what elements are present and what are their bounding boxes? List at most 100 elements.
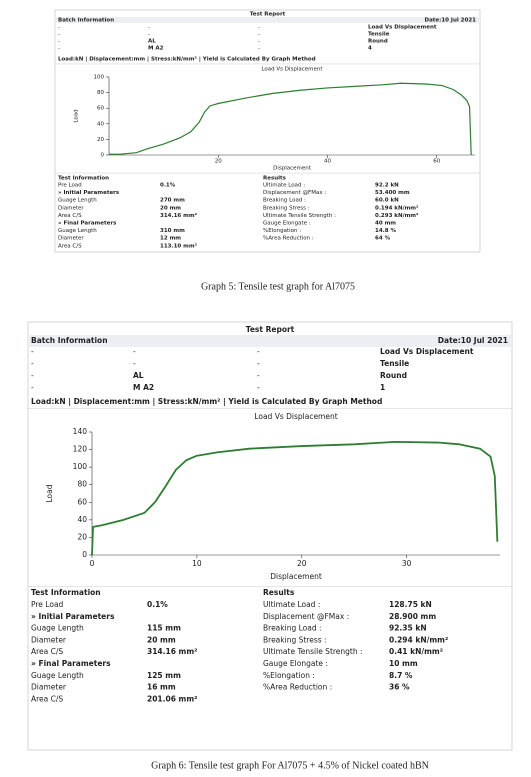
info-value: 113.10 mm² xyxy=(160,242,198,249)
batch-cell: Round xyxy=(368,39,388,45)
y-tick-label: 20 xyxy=(97,137,104,143)
result-label: Breaking Stress : xyxy=(263,205,310,211)
batch-cell: - xyxy=(133,347,136,356)
result-label: Displacement @FMax : xyxy=(263,612,349,621)
info-label-cell: Area C/S xyxy=(58,243,82,249)
y-tick-label: 40 xyxy=(97,121,104,127)
info-label-cell: Pre Load xyxy=(58,183,82,189)
batch-cell: - xyxy=(257,383,260,392)
batch-cell: M A2 xyxy=(133,383,154,392)
info-label-cell: » Final Parameters xyxy=(58,221,117,227)
result-value: 0.194 kN/mm² xyxy=(375,204,419,211)
result-value: 92.35 kN xyxy=(389,624,427,633)
results-label: Results xyxy=(263,176,287,182)
result-label: %Area Reduction : xyxy=(263,236,314,242)
info-value: 314.16 mm² xyxy=(147,647,197,656)
y-tick-label: 60 xyxy=(77,497,87,506)
info-label: Test Information xyxy=(31,588,101,597)
info-value: 20 mm xyxy=(147,635,176,644)
y-tick-label: 80 xyxy=(97,90,104,96)
batch-cell: - xyxy=(148,32,150,38)
y-tick-label: 80 xyxy=(77,480,87,489)
result-label: Ultimate Load : xyxy=(263,600,320,609)
result-value: 60.0 kN xyxy=(375,198,399,204)
info-value: 115 mm xyxy=(147,624,181,633)
info-value: 125 mm xyxy=(147,671,181,680)
y-tick-label: 60 xyxy=(97,106,104,112)
load-curve xyxy=(91,440,499,556)
batch-label: Batch Information xyxy=(58,18,114,24)
x-tick-label: 30 xyxy=(402,559,412,568)
result-label: %Elongation : xyxy=(263,228,301,234)
info-value: 20 mm xyxy=(160,205,181,211)
result-value: 0.293 kN/mm² xyxy=(375,212,419,219)
x-tick-label: 40 xyxy=(324,159,331,165)
info-label-cell: Guage Length xyxy=(31,671,84,680)
batch-cell: - xyxy=(133,359,136,368)
batch-cell: - xyxy=(31,359,34,368)
result-label: Breaking Load : xyxy=(263,198,306,204)
info-label-cell: Diameter xyxy=(31,683,67,692)
result-value: 53.400 mm xyxy=(375,190,410,196)
batch-cell: - xyxy=(258,46,260,52)
batch-cell: Round xyxy=(380,371,407,380)
x-tick-label: 10 xyxy=(192,559,202,568)
batch-cell: - xyxy=(258,39,260,45)
batch-cell: - xyxy=(258,25,260,31)
info-value: 270 mm xyxy=(160,198,185,204)
batch-cell: - xyxy=(58,39,60,45)
info-label-cell: Area C/S xyxy=(31,647,63,656)
y-tick-label: 100 xyxy=(94,75,105,81)
caption: Graph 6: Tensile test graph For Al7075 +… xyxy=(151,760,429,771)
batch-cell: - xyxy=(257,371,260,380)
info-label-cell: Pre Load xyxy=(31,600,64,609)
batch-cell: - xyxy=(258,32,260,38)
load-curve xyxy=(109,82,472,156)
result-label: Displacement @FMax : xyxy=(263,190,326,196)
batch-cell: 1 xyxy=(380,383,385,392)
batch-cell: M A2 xyxy=(148,46,164,52)
x-tick-label: 20 xyxy=(215,159,222,165)
result-label: Ultimate Tensile Strength : xyxy=(263,213,336,219)
report-title: Test Report xyxy=(250,12,286,18)
batch-cell: Tensile xyxy=(368,32,390,38)
result-value: 0.41 kN/mm² xyxy=(389,647,443,656)
info-label-cell: Area C/S xyxy=(58,213,82,219)
y-tick-label: 40 xyxy=(77,515,87,524)
y-axis-label: Load xyxy=(74,109,80,122)
result-label: Ultimate Load : xyxy=(263,183,305,189)
info-label-cell: Guage Length xyxy=(58,198,97,204)
y-tick-label: 20 xyxy=(77,532,87,541)
results-label: Results xyxy=(263,588,295,597)
y-axis-label: Load xyxy=(45,484,54,502)
report-frame xyxy=(27,321,513,751)
result-value: 0.294 kN/mm² xyxy=(389,635,448,644)
info-value: 310 mm xyxy=(160,228,185,234)
header-band xyxy=(28,335,512,347)
info-value: 0.1% xyxy=(147,600,168,609)
date: Date:10 Jul 2021 xyxy=(425,18,477,24)
result-label: Ultimate Tensile Strength : xyxy=(263,647,363,656)
y-tick-label: 120 xyxy=(73,445,88,454)
result-value: 28.900 mm xyxy=(389,612,436,621)
info-label-cell: Diameter xyxy=(31,635,67,644)
batch-cell: Load Vs Displacement xyxy=(380,347,474,356)
batch-cell: AL xyxy=(133,371,144,380)
date: Date:10 Jul 2021 xyxy=(438,336,508,345)
y-tick-label: 0 xyxy=(82,550,87,559)
result-label: %Elongation : xyxy=(263,671,315,680)
result-label: Gauge Elongate : xyxy=(263,659,328,668)
batch-cell: - xyxy=(58,32,60,38)
result-label: %Area Reduction : xyxy=(263,683,332,692)
y-tick-label: 0 xyxy=(101,153,105,159)
header-band xyxy=(55,17,480,23)
info-label-cell: Diameter xyxy=(58,236,84,242)
chart-title: Load Vs Displacement xyxy=(254,412,337,421)
x-tick-label: 0 xyxy=(90,559,95,568)
result-value: 10 mm xyxy=(389,659,418,668)
result-value: 92.2 kN xyxy=(375,183,399,189)
chart-title: Load Vs Displacement xyxy=(261,67,323,73)
info-label-cell: Guage Length xyxy=(58,228,97,234)
report-title: Test Report xyxy=(246,325,295,334)
